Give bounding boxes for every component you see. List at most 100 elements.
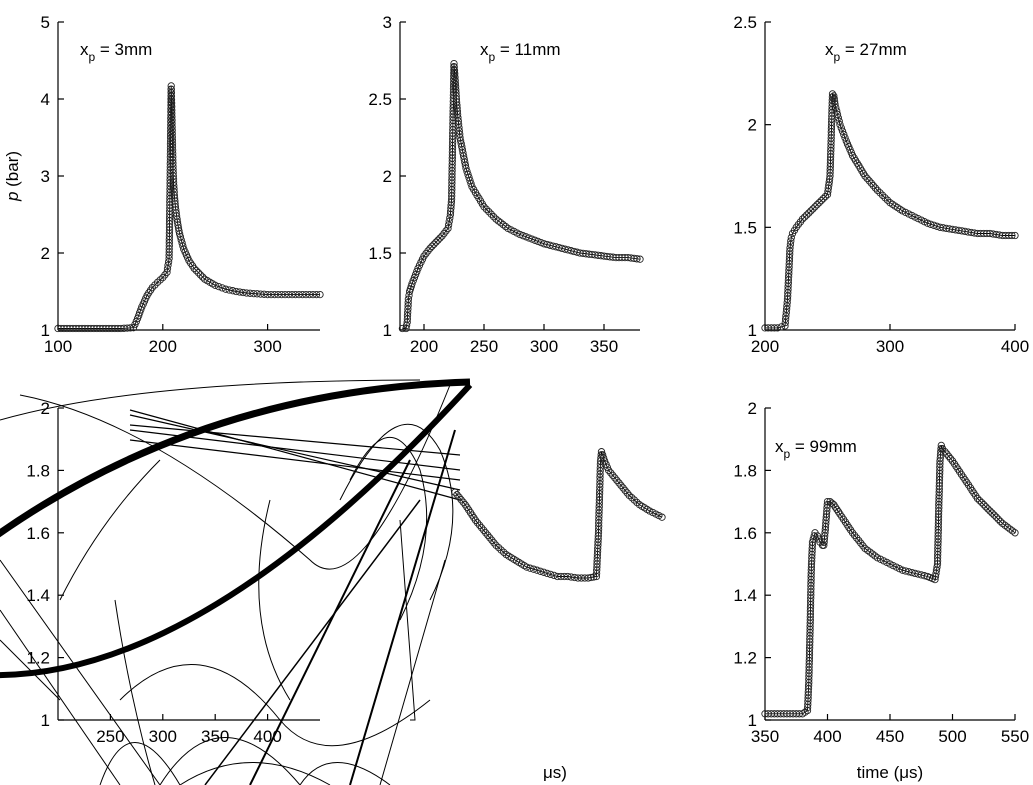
y-tick-label: 1.6 bbox=[26, 524, 50, 543]
data-point-marker bbox=[828, 90, 837, 98]
data-point-marker bbox=[617, 481, 625, 490]
x-tick-label: 400 bbox=[253, 727, 281, 746]
y-tick-label: 2 bbox=[383, 167, 392, 186]
data-point-marker bbox=[861, 172, 869, 180]
y-tick-label: 2 bbox=[748, 116, 757, 135]
panel-bottom-right: 1 1.2 1.4 1.6 1.8 2 350 400 450 500 550 xp = 99mm ti… bbox=[733, 399, 1029, 782]
data-point-marker bbox=[480, 203, 488, 211]
x-tick-label: 300 bbox=[149, 727, 177, 746]
data-point-marker bbox=[482, 529, 490, 537]
data-point-marker bbox=[171, 197, 179, 205]
data-point-marker bbox=[873, 186, 882, 195]
data-point-marker bbox=[850, 531, 859, 540]
pressure-trace-line bbox=[765, 92, 1015, 329]
data-point-marker bbox=[426, 244, 434, 253]
data-point-marker bbox=[800, 213, 809, 221]
data-point-marker bbox=[523, 563, 531, 571]
data-point-marker bbox=[615, 479, 623, 487]
data-point-marker bbox=[941, 448, 949, 456]
annotation-value: = 3mm bbox=[95, 40, 152, 59]
data-point-marker bbox=[883, 196, 892, 204]
data-point-marker bbox=[196, 271, 205, 279]
data-point-marker bbox=[787, 237, 795, 245]
data-point-marker bbox=[409, 277, 417, 285]
data-point-marker bbox=[174, 221, 182, 229]
y-tick-label: 1.4 bbox=[26, 586, 50, 605]
data-point-marker bbox=[151, 281, 159, 289]
x-tick-label: 250 bbox=[470, 337, 498, 356]
data-point-marker bbox=[167, 89, 176, 97]
data-point-marker bbox=[811, 203, 819, 211]
data-point-marker bbox=[809, 205, 817, 213]
data-point-marker bbox=[540, 568, 548, 576]
data-point-marker bbox=[529, 565, 538, 573]
data-point-marker bbox=[996, 517, 1005, 526]
data-point-marker bbox=[1006, 525, 1014, 533]
annotation-subscript: p bbox=[489, 50, 496, 64]
y-tick-label: 5 bbox=[41, 13, 50, 32]
data-point-marker bbox=[836, 121, 844, 129]
data-point-marker bbox=[242, 289, 251, 297]
x-tick-label: 300 bbox=[530, 337, 558, 356]
data-point-marker bbox=[587, 573, 595, 582]
data-point-marker bbox=[218, 284, 226, 292]
data-point-marker bbox=[404, 298, 412, 307]
data-point-marker bbox=[787, 233, 795, 242]
data-point-marker bbox=[773, 324, 782, 332]
data-point-marker bbox=[492, 541, 500, 549]
data-point-marker bbox=[533, 566, 541, 574]
data-point-marker bbox=[153, 278, 162, 286]
data-point-marker bbox=[477, 524, 486, 532]
y-tick-label: 1.8 bbox=[26, 461, 50, 480]
data-point-marker bbox=[302, 290, 310, 299]
data-point-marker bbox=[853, 534, 861, 542]
data-point-marker bbox=[500, 548, 508, 556]
x-tick-label: 200 bbox=[751, 337, 779, 356]
data-point-marker bbox=[937, 441, 945, 450]
data-point-marker bbox=[807, 207, 815, 215]
data-point-marker bbox=[424, 247, 432, 255]
data-point-marker bbox=[833, 110, 842, 119]
data-point-marker bbox=[834, 114, 842, 122]
data-point-marker bbox=[567, 573, 575, 581]
data-point-marker bbox=[857, 539, 865, 547]
data-point-marker bbox=[978, 498, 986, 507]
x-tick-label: 300 bbox=[876, 337, 904, 356]
annotation-subscript: p bbox=[834, 50, 841, 64]
data-point-marker bbox=[805, 209, 813, 217]
data-point-marker bbox=[975, 496, 984, 505]
overlapping-line-tangle bbox=[0, 378, 473, 785]
data-point-marker bbox=[1011, 231, 1019, 240]
data-point-marker bbox=[451, 488, 459, 496]
y-tick-label: 4 bbox=[41, 90, 50, 109]
data-point-marker bbox=[174, 224, 183, 232]
data-point-marker bbox=[494, 543, 503, 552]
data-point-marker bbox=[1003, 523, 1012, 531]
data-point-marker bbox=[475, 521, 484, 529]
data-point-marker bbox=[878, 191, 887, 199]
data-point-marker bbox=[457, 496, 465, 504]
data-point-marker bbox=[609, 471, 617, 480]
x-tick-label: 250 bbox=[96, 727, 124, 746]
data-point-marker bbox=[229, 287, 237, 295]
data-point-marker bbox=[833, 107, 841, 115]
data-point-marker bbox=[536, 567, 545, 575]
data-point-marker bbox=[786, 240, 795, 249]
x-tick-label: 350 bbox=[201, 727, 229, 746]
data-point-marker bbox=[239, 288, 247, 297]
x-tick-label: 550 bbox=[1001, 727, 1029, 746]
data-point-marker bbox=[455, 493, 463, 501]
data-point-marker bbox=[994, 515, 1002, 523]
data-point-marker bbox=[156, 276, 164, 284]
pressure-trace-line bbox=[454, 451, 663, 579]
data-point-marker bbox=[859, 542, 867, 550]
data-point-marker bbox=[770, 324, 779, 332]
data-point-marker bbox=[249, 289, 258, 298]
data-point-marker bbox=[497, 546, 505, 554]
y-tick-label: 1.5 bbox=[733, 218, 757, 237]
data-point-marker bbox=[867, 179, 875, 187]
data-point-marker bbox=[831, 100, 839, 108]
y-tick-label: 1 bbox=[748, 711, 757, 730]
